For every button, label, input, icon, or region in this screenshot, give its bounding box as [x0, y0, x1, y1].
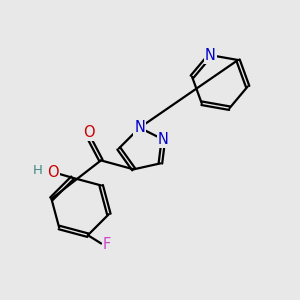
Text: O: O [47, 165, 58, 180]
Text: O: O [83, 125, 95, 140]
Text: N: N [158, 132, 169, 147]
Text: N: N [134, 120, 145, 135]
Text: H: H [33, 164, 43, 176]
Text: F: F [103, 238, 111, 253]
Text: N: N [205, 48, 216, 63]
